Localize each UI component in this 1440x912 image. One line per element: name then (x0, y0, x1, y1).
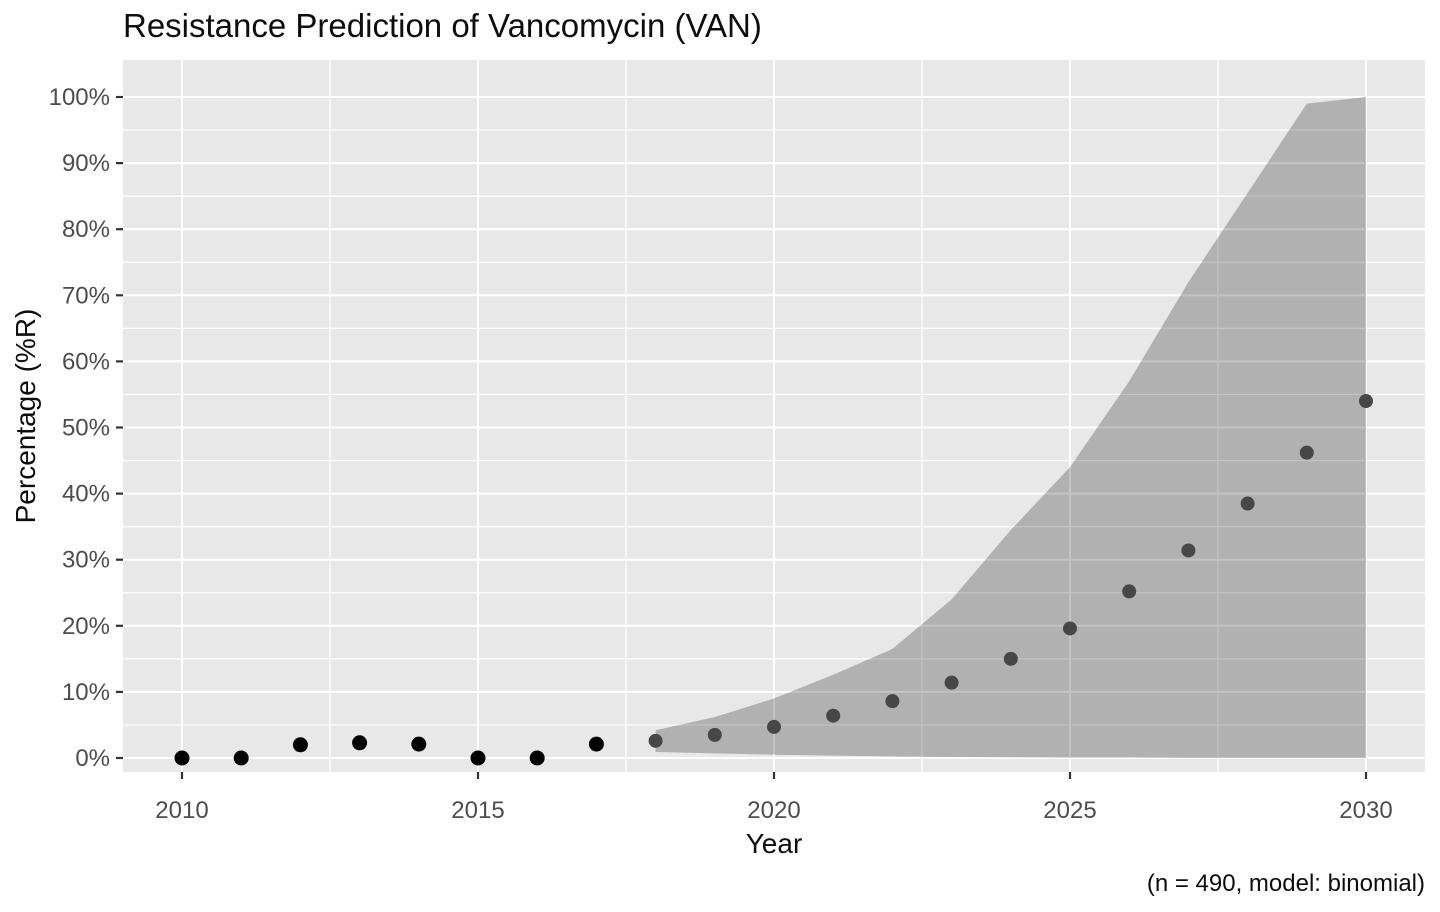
predicted-point (1181, 543, 1196, 558)
predicted-point (1299, 445, 1314, 460)
y-tick-label: 30% (62, 547, 110, 574)
y-tick-label: 90% (62, 150, 110, 177)
predicted-point (648, 733, 663, 748)
x-tick-label: 2030 (1339, 797, 1392, 824)
y-tick-label: 20% (62, 613, 110, 640)
observed-point (352, 735, 368, 751)
predicted-point (1359, 394, 1373, 409)
y-tick-label: 50% (62, 415, 110, 442)
predicted-point (944, 675, 959, 690)
observed-point (588, 736, 604, 752)
y-tick-label: 0% (75, 745, 110, 772)
x-tick-label: 2025 (1043, 797, 1096, 824)
chart-title: Resistance Prediction of Vancomycin (VAN… (123, 7, 762, 44)
y-tick-label: 80% (62, 216, 110, 243)
observed-point (292, 737, 308, 753)
observed-point (411, 736, 427, 752)
x-tick-label: 2020 (747, 797, 800, 824)
y-tick-label: 70% (62, 282, 110, 309)
x-tick-label: 2010 (155, 797, 208, 824)
chart-caption: (n = 490, model: binomial) (1146, 870, 1425, 897)
x-tick-label: 2015 (451, 797, 504, 824)
observed-point (470, 750, 486, 766)
y-tick-label: 10% (62, 679, 110, 706)
y-tick-label: 60% (62, 348, 110, 375)
observed-point (233, 750, 249, 766)
y-tick-label: 100% (49, 84, 110, 111)
predicted-point (885, 694, 900, 709)
confidence-ribbon (655, 97, 1366, 758)
predicted-point (1122, 584, 1137, 599)
predicted-point (826, 708, 841, 723)
predicted-point (767, 719, 781, 734)
predicted-point (1003, 651, 1018, 666)
observed-point (174, 750, 190, 766)
predicted-point (1240, 496, 1255, 511)
x-axis-title: Year (745, 828, 803, 859)
predicted-point (707, 727, 722, 742)
predicted-point (1063, 621, 1077, 636)
y-tick-label: 40% (62, 481, 110, 508)
observed-point (529, 750, 545, 766)
